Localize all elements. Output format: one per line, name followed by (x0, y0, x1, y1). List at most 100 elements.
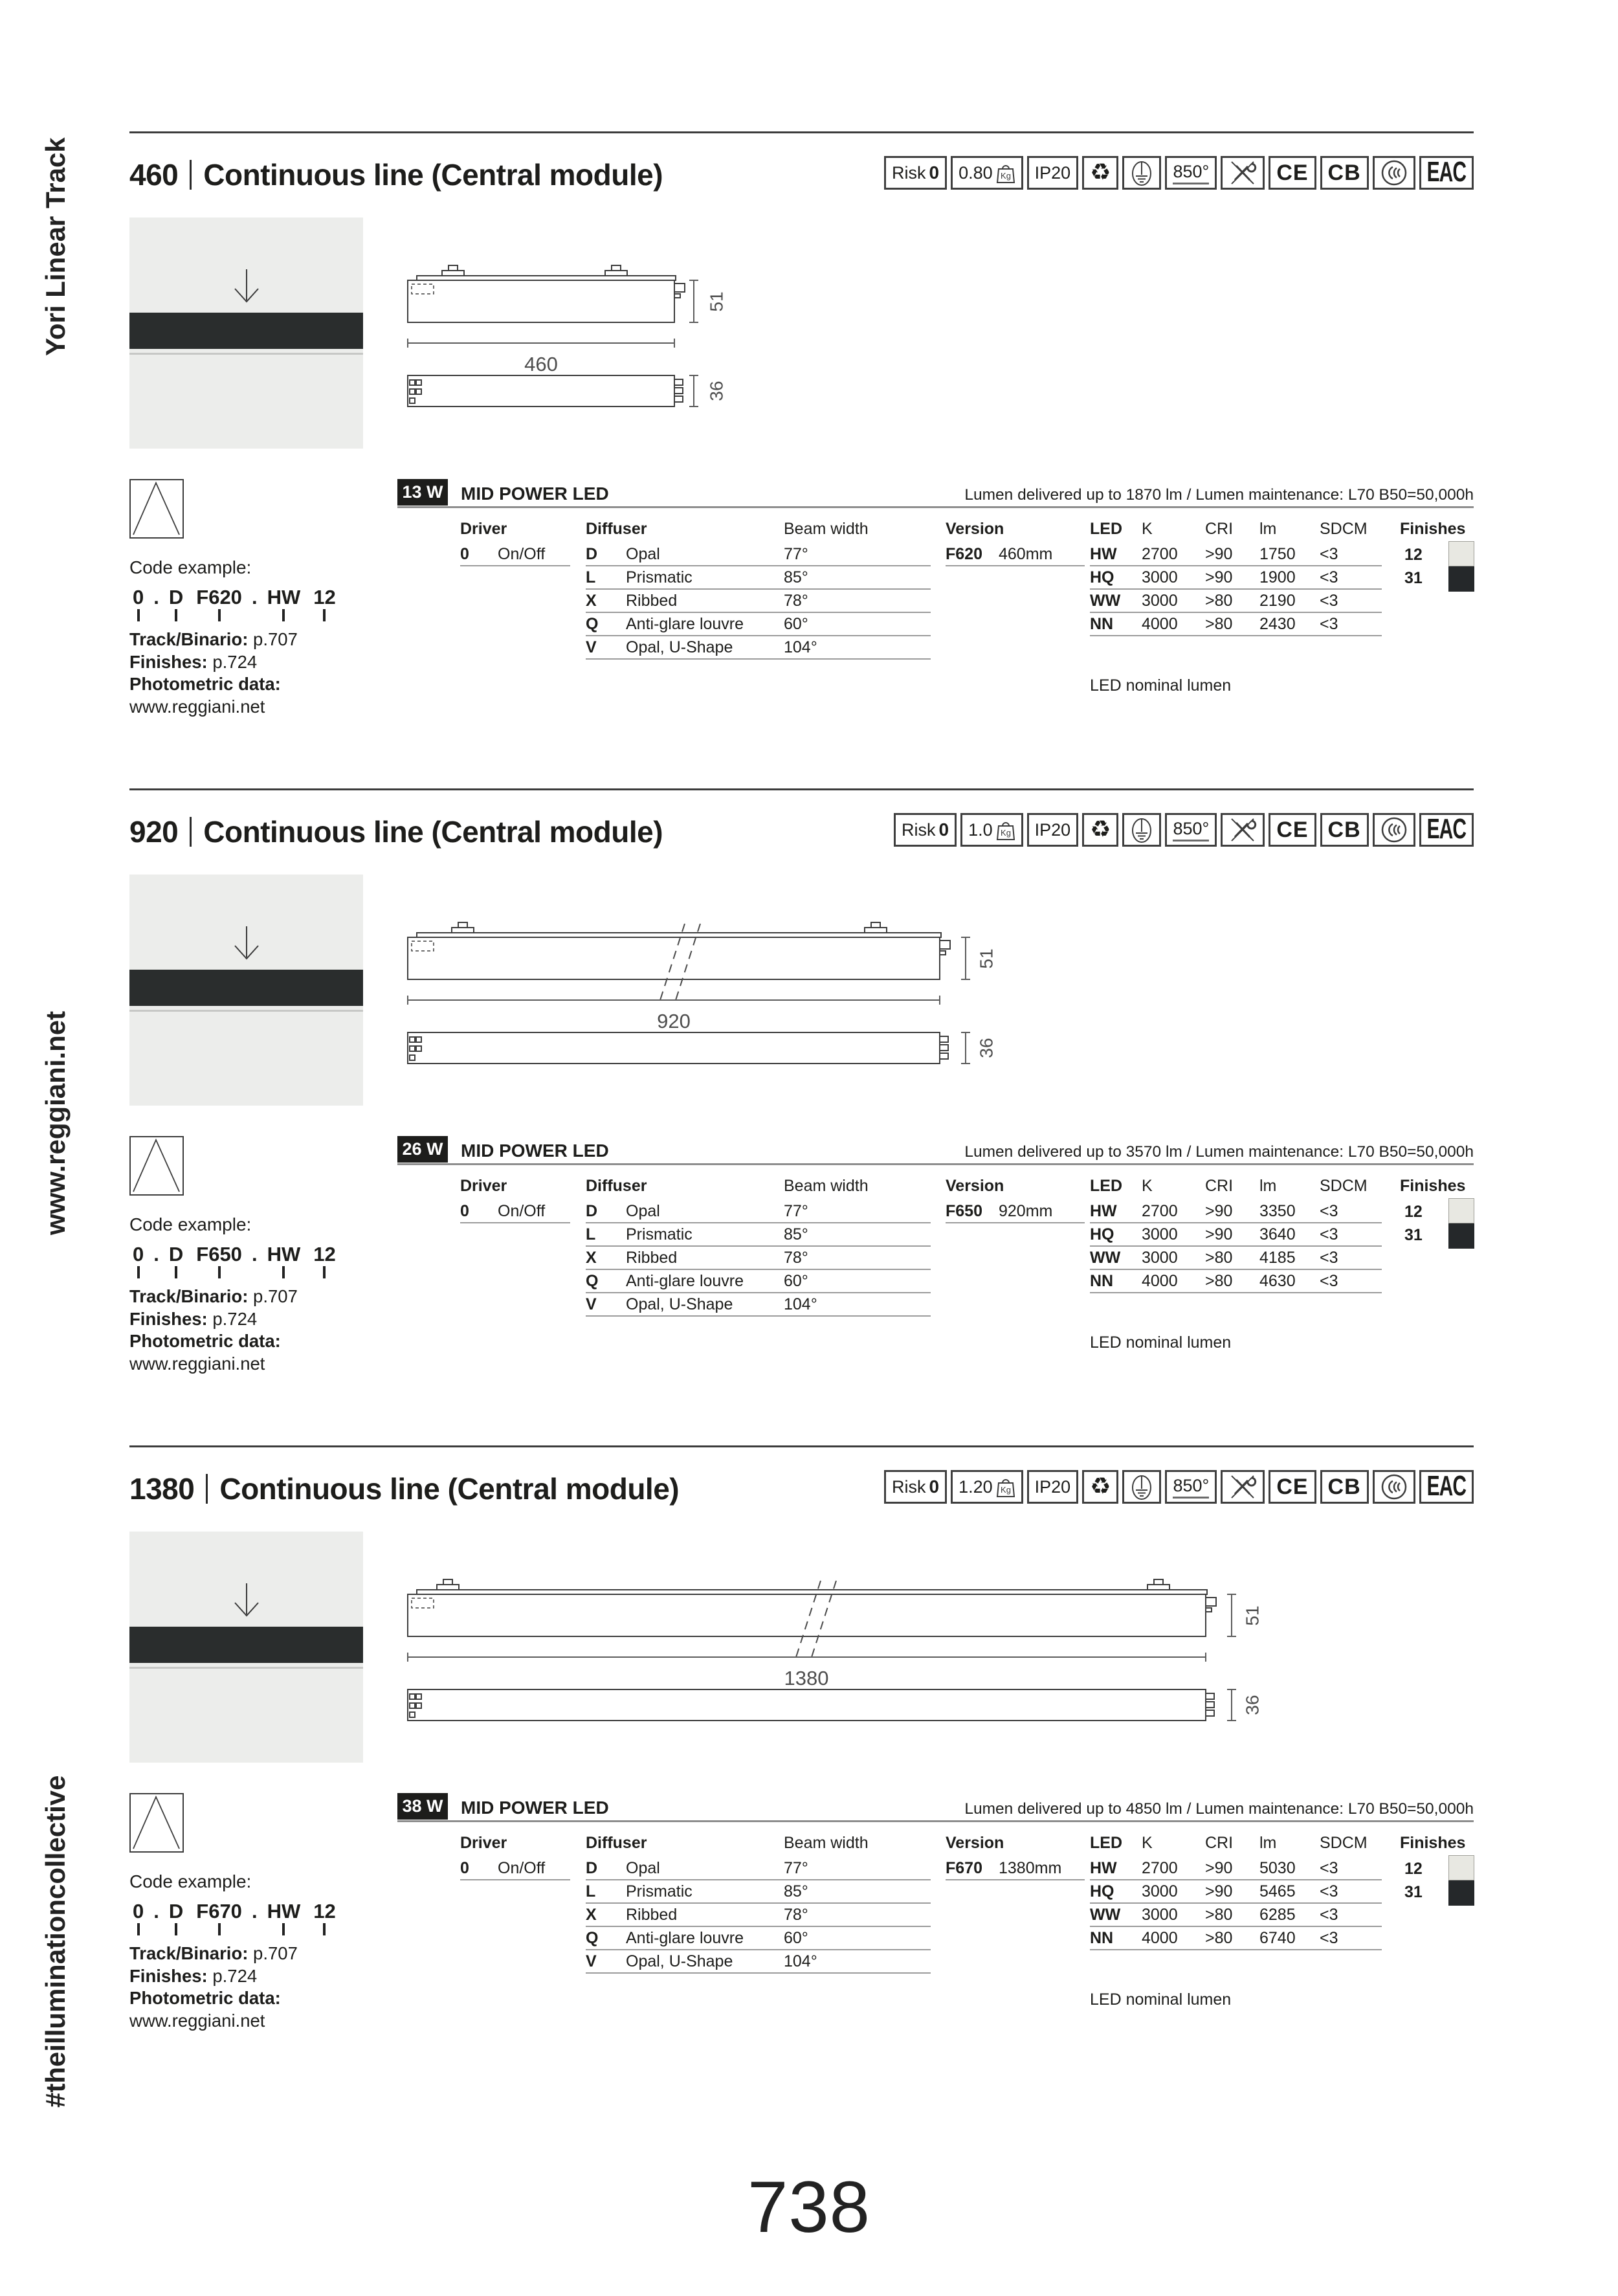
finish-code: 31 (1404, 1883, 1423, 1901)
ccc-mark-icon (1372, 156, 1415, 190)
col-diffuser: Diffuser (586, 1177, 647, 1195)
photo-shadow-line (129, 353, 363, 355)
down-arrow-icon (234, 926, 259, 960)
led-row: HW 2700 >90 5030 <3 (1090, 1857, 1382, 1880)
col-k: K (1142, 1177, 1153, 1195)
col-version: Version (946, 1177, 1004, 1195)
finish-swatch-31 (1448, 1880, 1474, 1906)
reference-links: Track/Binario: p.707 Finishes: p.724 Pho… (129, 1286, 298, 1375)
driver-row: 0 On/Off (460, 1857, 570, 1880)
track-link: Track/Binario: p.707 (129, 629, 298, 649)
code-part-diffuser: D (166, 586, 186, 621)
led-row: HQ 3000 >90 1900 <3 (1090, 566, 1382, 590)
page-number: 738 (748, 2167, 870, 2247)
weight-value: 0.80 (959, 162, 993, 183)
risk-value: 0 (929, 162, 940, 183)
finish-swatch-12 (1448, 541, 1474, 566)
kg-bag-icon: Kg (996, 822, 1015, 840)
led-row: HQ 3000 >90 5465 <3 (1090, 1880, 1382, 1904)
col-beam-width: Beam width (784, 1834, 869, 1852)
technical-drawing: 51 1380 36 (407, 1579, 1262, 1721)
finish-code: 12 (1404, 1860, 1423, 1878)
code-part-driver: 0 (129, 1243, 147, 1278)
product-photo-fixture (129, 1627, 363, 1663)
product-photo (129, 1532, 363, 1763)
led-type-label: MID POWER LED (461, 1798, 609, 1818)
eac-mark: EAC (1419, 156, 1474, 190)
finishes-link: Finishes: p.724 (129, 651, 258, 672)
reference-links: Track/Binario: p.707 Finishes: p.724 Pho… (129, 629, 298, 718)
certification-icons: Risk 0 1.20 Kg IP20 ♻ 850° CE CB EAC (883, 1470, 1474, 1504)
led-nominal-note: LED nominal lumen (1090, 1333, 1232, 1352)
col-cri: CRI (1205, 520, 1234, 538)
led-type-label: MID POWER LED (461, 484, 609, 504)
table-divider (397, 1163, 1474, 1165)
finish-swatch-31 (1448, 566, 1474, 592)
cb-mark: CB (1320, 1470, 1369, 1504)
product-section-920: 920 Continuous line (Central module) Ris… (0, 788, 1618, 1445)
eac-mark: EAC (1419, 1470, 1474, 1504)
photometric-label: Photometric data: (129, 1988, 281, 2008)
section-divider (129, 131, 1474, 133)
diffuser-row: D Opal 77° (586, 1200, 931, 1223)
code-example-label: Code example: (129, 1871, 252, 1891)
led-row: WW 3000 >80 6285 <3 (1090, 1904, 1382, 1927)
certification-icons: Risk 0 1.0 Kg IP20 ♻ 850° CE CB EAC (894, 813, 1474, 847)
product-section-1380: 1380 Continuous line (Central module) Ri… (0, 1445, 1618, 2102)
code-part-finish: 12 (310, 1243, 338, 1278)
col-diffuser: Diffuser (586, 1834, 647, 1852)
weight-badge: 1.20 Kg (951, 1470, 1023, 1504)
code-part-led: HW (264, 586, 304, 621)
diffuser-row: V Opal, U-Shape 104° (586, 1950, 931, 1974)
svg-text:Kg: Kg (1001, 171, 1011, 181)
length-dim-label: 1380 (784, 1667, 829, 1689)
code-example-value: 0. D F650. HW 12 (129, 1243, 346, 1278)
no-maintenance-icon (1221, 1470, 1265, 1504)
product-section-460: 460 Continuous line (Central module) Ris… (0, 131, 1618, 788)
direct-light-icon (129, 1793, 184, 1853)
code-example-label: Code example: (129, 557, 252, 577)
diffuser-row: L Prismatic 85° (586, 1223, 931, 1247)
col-version: Version (946, 1834, 1004, 1852)
ce-mark: CE (1269, 156, 1316, 190)
website-link[interactable]: www.reggiani.net (129, 1353, 265, 1374)
recycle-icon: ♻ (1082, 813, 1119, 847)
led-type-label: MID POWER LED (461, 1141, 609, 1161)
title-separator (190, 817, 192, 847)
col-sdcm: SDCM (1320, 520, 1368, 538)
eac-mark: EAC (1419, 813, 1474, 847)
power-badge: 13 W (397, 479, 448, 506)
grounding-icon (1122, 813, 1162, 847)
led-row: HW 2700 >90 3350 <3 (1090, 1200, 1382, 1223)
code-part-diffuser: D (166, 1900, 186, 1935)
col-finishes: Finishes (1400, 520, 1466, 538)
col-k: K (1142, 520, 1153, 538)
direct-light-icon (129, 1136, 184, 1196)
col-beam-width: Beam width (784, 520, 869, 538)
power-badge: 38 W (397, 1793, 448, 1820)
website-link[interactable]: www.reggiani.net (129, 696, 265, 717)
col-sdcm: SDCM (1320, 1834, 1368, 1852)
product-photo (129, 875, 363, 1106)
code-part-version: F670 (193, 1900, 245, 1935)
driver-row: 0 On/Off (460, 543, 570, 566)
diffuser-row: Q Anti-glare louvre 60° (586, 1270, 931, 1293)
weight-badge: 0.80 Kg (951, 156, 1023, 190)
col-lm: lm (1259, 520, 1277, 538)
kg-bag-icon: Kg (996, 165, 1015, 183)
temperature-badge: 850° (1165, 156, 1217, 190)
section-title-text: Continuous line (Central module) (203, 815, 663, 849)
finish-code: 12 (1404, 1203, 1423, 1221)
photo-shadow-line (129, 1667, 363, 1669)
photo-shadow-line (129, 1010, 363, 1012)
cb-mark: CB (1320, 156, 1369, 190)
power-badge: 26 W (397, 1136, 448, 1163)
website-link[interactable]: www.reggiani.net (129, 2010, 265, 2031)
height-dim-label: 51 (1242, 1605, 1262, 1625)
ccc-mark-icon (1372, 813, 1415, 847)
section-title: 920 Continuous line (Central module) (129, 814, 663, 849)
driver-row: 0 On/Off (460, 1200, 570, 1223)
version-row: F620 460mm (946, 543, 1085, 566)
diffuser-row: X Ribbed 78° (586, 1247, 931, 1270)
length-dim-label: 920 (657, 1010, 691, 1032)
